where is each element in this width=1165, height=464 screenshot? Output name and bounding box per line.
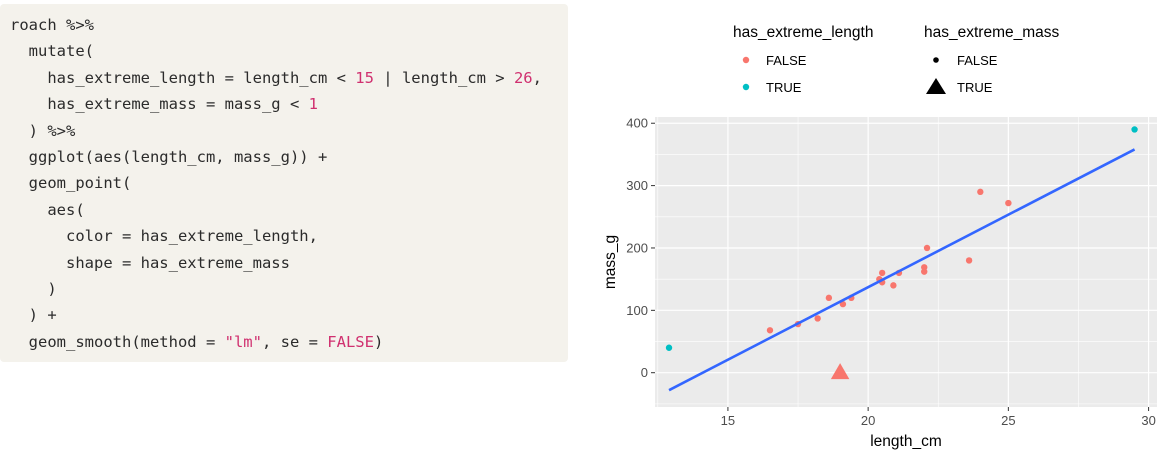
data-point (825, 294, 833, 302)
legend-key-triangle (926, 78, 946, 94)
code-token: shape = has_extreme_mass (10, 253, 290, 272)
data-point (1131, 126, 1138, 133)
data-point (878, 269, 886, 277)
legend-key-color (742, 56, 750, 64)
legend-label: FALSE (766, 53, 807, 68)
code-token: 26 (513, 68, 533, 87)
code-line: geom_smooth(method = "lm", se = FALSE) (10, 332, 384, 351)
data-point (1005, 199, 1012, 207)
code-token: FALSE (327, 332, 374, 351)
code-line: has_extreme_mass = mass_g < 1 (10, 95, 318, 113)
data-point-triangle (830, 363, 850, 380)
code-token: ggplot(aes(length_cm, mass_g)) + (10, 148, 328, 167)
data-point (890, 282, 897, 289)
legend-title: has_extreme_length (733, 24, 873, 41)
scatter-chart: 15 20 25 30 0 100 200 300 400 length_cm mass_g has_… (596, 0, 1165, 459)
x-axis-title: length_cm (870, 433, 942, 450)
y-tick-label: 0 (641, 365, 648, 380)
data-point (766, 327, 774, 334)
data-point (665, 344, 673, 351)
x-tick-label: 15 (721, 413, 735, 428)
data-point (977, 188, 984, 196)
code-token: ) (373, 332, 384, 351)
code-token: , se = (261, 332, 328, 351)
code-token: "lm" (224, 332, 262, 351)
data-point (965, 257, 973, 264)
y-tick-label: 200 (626, 240, 648, 255)
code-line: aes( (10, 200, 85, 219)
y-tick-label: 400 (626, 116, 648, 131)
code-token: geom_smooth(method = (10, 332, 225, 351)
plot-panel (655, 117, 1157, 407)
code-line: ) %>% (10, 121, 76, 140)
code-token: roach %>% (10, 16, 94, 34)
data-point (923, 244, 931, 252)
code-token: mutate( (10, 42, 94, 61)
x-tick-label: 25 (1001, 413, 1015, 428)
data-point (814, 315, 821, 322)
legend-key-color (742, 83, 750, 91)
code-token: 15 (355, 68, 374, 87)
code-line: ) + (10, 306, 57, 324)
code-line: mutate( (10, 42, 94, 60)
code-token: 1 (308, 95, 318, 114)
code-line: geom_point( (10, 174, 132, 193)
code-line: has_extreme_length = length_cm < 15 | le… (10, 69, 542, 87)
y-axis-title: mass_g (602, 235, 619, 289)
data-point (921, 264, 928, 271)
code-token: geom_point( (10, 174, 132, 193)
code-line: ) (10, 280, 57, 299)
y-tick-label: 100 (626, 303, 648, 318)
code-token: aes( (10, 200, 85, 219)
code-line: roach %>% (10, 16, 94, 34)
code-block: roach %>% mutate( has_extreme_length = l… (0, 4, 568, 362)
code-token: ) + (10, 306, 57, 325)
code-token: has_extreme_length = length_cm < (10, 68, 356, 87)
code-line: color = has_extreme_length, (10, 227, 318, 245)
code-line: shape = has_extreme_mass (10, 254, 290, 272)
legend-key-point (933, 57, 939, 63)
regression-line (668, 148, 1136, 392)
legend-label: TRUE (957, 80, 993, 95)
legend-label: TRUE (766, 80, 802, 95)
code-token: ) (10, 280, 57, 299)
x-tick-label: 20 (861, 413, 875, 428)
x-tick-label: 30 (1141, 413, 1155, 428)
y-tick-label: 300 (626, 178, 648, 193)
code-token: ) %>% (10, 121, 76, 140)
chart-svg: 15 20 25 300100200300400length_cmmass_ghas_… (602, 24, 1157, 450)
r-code: roach %>% mutate( has_extreme_length = l… (0, 4, 568, 355)
legend-label: FALSE (957, 53, 998, 68)
code-token: has_extreme_mass = mass_g < (10, 95, 309, 114)
code-token: color = has_extreme_length, (10, 227, 318, 246)
legend-title: has_extreme_mass (924, 24, 1060, 41)
code-token: , (532, 68, 542, 87)
code-line: ggplot(aes(length_cm, mass_g)) + (10, 148, 328, 167)
code-token: | length_cm > (373, 68, 514, 87)
